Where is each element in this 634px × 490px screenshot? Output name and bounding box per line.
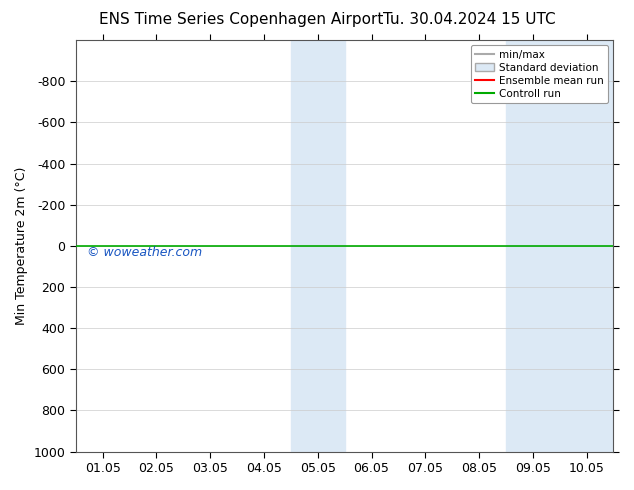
- Text: Tu. 30.04.2024 15 UTC: Tu. 30.04.2024 15 UTC: [383, 12, 555, 27]
- Y-axis label: Min Temperature 2m (°C): Min Temperature 2m (°C): [15, 167, 28, 325]
- Text: ENS Time Series Copenhagen Airport: ENS Time Series Copenhagen Airport: [99, 12, 383, 27]
- Legend: min/max, Standard deviation, Ensemble mean run, Controll run: min/max, Standard deviation, Ensemble me…: [471, 46, 608, 103]
- Bar: [291, 40, 345, 452]
- Text: © woweather.com: © woweather.com: [87, 245, 202, 259]
- Bar: [506, 40, 614, 452]
